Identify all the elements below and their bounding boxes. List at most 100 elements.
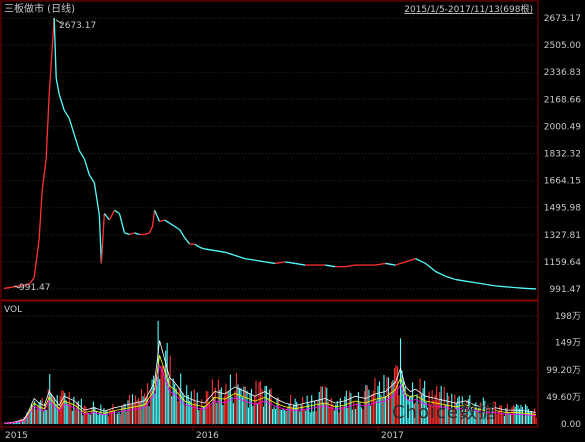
volume-bar [180, 373, 182, 424]
price-segment [169, 222, 175, 227]
volume-bar [404, 386, 406, 424]
price-segment [179, 229, 186, 239]
volume-bar [333, 410, 335, 424]
volume-bar [110, 410, 113, 424]
volume-bar [268, 389, 271, 424]
volume-bar [22, 421, 24, 424]
price-segment [63, 110, 70, 119]
volume-bar [431, 390, 433, 424]
volume-bar [58, 407, 60, 424]
volume-bar [502, 413, 504, 424]
volume-bar [436, 386, 438, 424]
volume-bar [97, 414, 99, 424]
volume-ma-line [3, 355, 537, 424]
volume-bar [195, 402, 197, 424]
volume-bar [181, 393, 183, 424]
price-segment [129, 232, 135, 236]
volume-bar [198, 410, 200, 424]
volume-bar [342, 406, 344, 424]
volume-bar [362, 409, 364, 424]
volume-bar [168, 377, 170, 424]
volume-bar [529, 411, 531, 424]
volume-bar [159, 379, 161, 424]
volume-bar [65, 400, 67, 424]
price-segment [68, 118, 75, 135]
volume-bar [104, 411, 106, 424]
volume-bar [148, 406, 150, 424]
volume-bar [43, 411, 45, 424]
price-segment [204, 248, 215, 252]
volume-bar [339, 397, 341, 424]
volume-bar [290, 394, 292, 424]
volume-bar [118, 411, 120, 424]
price-segment [134, 232, 140, 236]
volume-bar [241, 397, 243, 424]
volume-bar [287, 406, 289, 424]
price-segment [274, 261, 286, 265]
volume-bar [387, 377, 390, 424]
volume-bar [533, 408, 536, 424]
volume-bar [485, 408, 487, 424]
date-range: 2015/1/5-2017/11/13(698根) [404, 3, 533, 15]
volume-bar [219, 389, 221, 424]
price-panel-frame [0, 0, 539, 301]
volume-bar [383, 374, 385, 424]
volume-bar [270, 388, 272, 424]
volume-bar [309, 412, 311, 424]
volume-bar [79, 411, 81, 424]
price-segment [405, 258, 416, 263]
volume-bar [67, 403, 69, 424]
price-segment [435, 270, 446, 277]
volume-bar [433, 400, 435, 424]
volume-tick-label: 99.20万 [546, 366, 581, 376]
price-tick-label: 2168.66 [544, 95, 581, 105]
volume-bar [523, 415, 525, 424]
volume-bar [509, 414, 512, 424]
price-tick-label: 1664.15 [544, 177, 581, 187]
volume-bar [479, 402, 481, 424]
volume-bar [229, 374, 231, 424]
volume-bar [384, 396, 387, 424]
volume-bar [14, 421, 16, 424]
volume-bar [201, 399, 203, 424]
volume-bar [255, 380, 257, 424]
price-segment [18, 283, 30, 287]
volume-tick-label: 149万 [555, 339, 581, 349]
volume-bar [393, 368, 396, 424]
volume-bar [472, 410, 474, 424]
volume-bar [427, 407, 429, 424]
volume-bar [183, 395, 185, 424]
volume-bar [142, 396, 144, 424]
volume-bar [416, 394, 418, 424]
volume-bar [302, 396, 304, 424]
volume-bar [518, 408, 521, 424]
volume-bar [234, 391, 236, 424]
price-tick-label: 1832.32 [544, 150, 581, 160]
volume-bar [360, 407, 362, 424]
volume-bar [368, 389, 370, 424]
volume-bar [469, 395, 471, 424]
volume-bar [390, 381, 393, 424]
price-series [3, 17, 537, 290]
volume-bar [418, 403, 420, 424]
volume-bar [305, 410, 307, 424]
volume-bar [5, 423, 7, 424]
volume-bar [377, 385, 379, 424]
volume-bar [496, 413, 498, 424]
volume-bar [165, 350, 167, 424]
volume-bar [240, 388, 242, 424]
volume-bar [237, 384, 239, 424]
price-segment [93, 182, 101, 216]
volume-bar [455, 402, 457, 424]
volume-bar [445, 405, 447, 424]
volume-bar [214, 387, 216, 424]
volume-bar [285, 410, 287, 424]
volume-tick-label: 198万 [555, 312, 581, 322]
volume-bar [330, 397, 332, 424]
volume-bar [204, 405, 206, 424]
volume-bar [338, 412, 340, 424]
volume-bar [50, 393, 52, 424]
min-marker [13, 285, 21, 289]
volume-bar [380, 394, 382, 424]
